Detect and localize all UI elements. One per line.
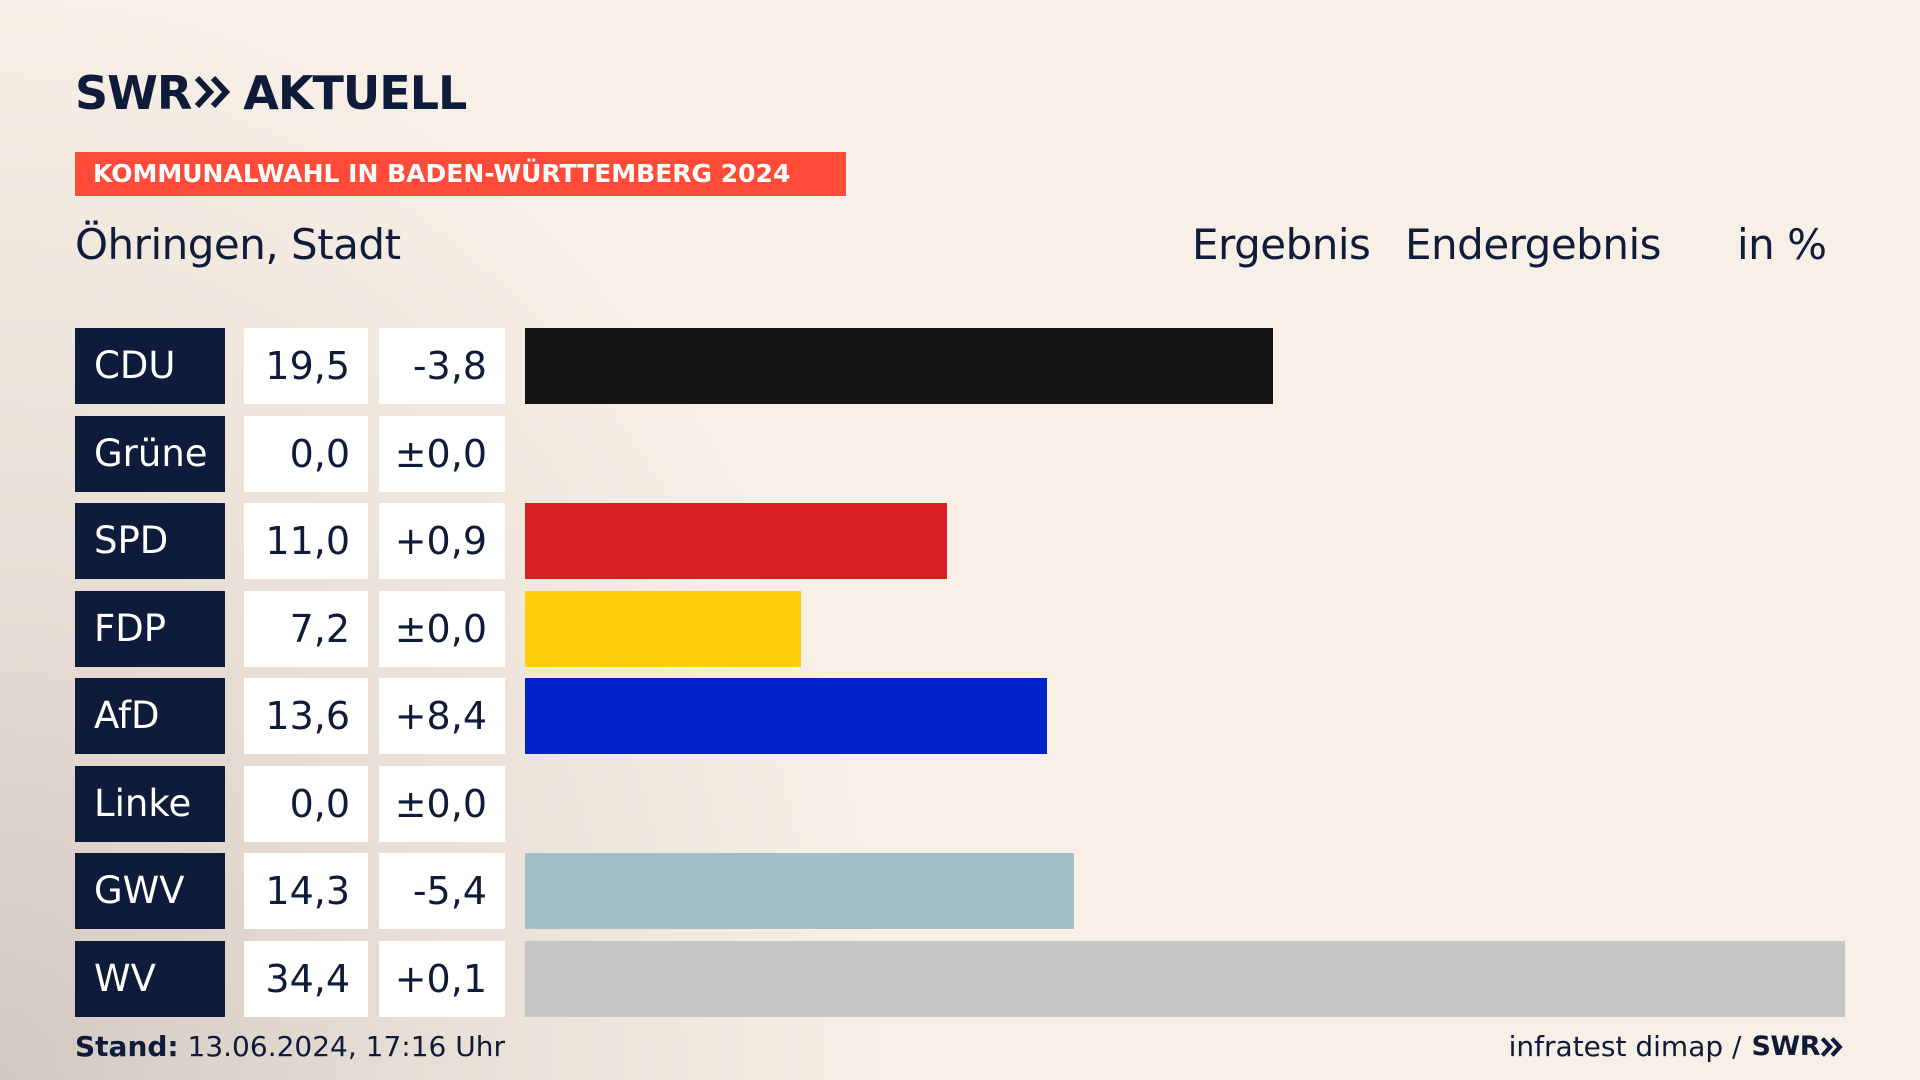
swr-small-logo: SWR xyxy=(1751,1031,1844,1062)
swr-aktuell-logo: SWR AKTUELL xyxy=(75,66,467,120)
election-banner: KOMMUNALWAHL IN BADEN-WÜRTTEMBERG 2024 xyxy=(75,152,846,196)
small-double-chevron-icon xyxy=(1820,1036,1843,1057)
change-label: ±0,0 xyxy=(379,415,505,492)
party-label: FDP xyxy=(75,590,225,667)
timestamp: Stand: 13.06.2024, 17:16 Uhr xyxy=(75,1030,505,1063)
source-text: infratest dimap / xyxy=(1508,1030,1742,1063)
change-label: +0,9 xyxy=(379,503,505,579)
change-label: +8,4 xyxy=(379,678,505,754)
stand-value: 13.06.2024, 17:16 Uhr xyxy=(187,1030,505,1063)
party-label: CDU xyxy=(75,328,225,404)
vote-share-label: 0,0 xyxy=(244,415,368,492)
unit-label: in % xyxy=(1737,220,1827,269)
result-label: Ergebnis xyxy=(1192,220,1371,269)
change-label: +0,1 xyxy=(379,940,505,1017)
vote-share-label: 13,6 xyxy=(244,678,368,754)
change-label: -3,8 xyxy=(379,328,505,404)
vote-share-label: 7,2 xyxy=(244,590,368,667)
change-label: ±0,0 xyxy=(379,765,505,842)
place-title: Öhringen, Stadt xyxy=(75,220,401,269)
vote-share-label: 14,3 xyxy=(244,853,368,929)
party-label: Linke xyxy=(75,765,225,842)
change-label: ±0,0 xyxy=(379,590,505,667)
party-label: SPD xyxy=(75,503,225,579)
vote-share-label: 19,5 xyxy=(244,328,368,404)
party-label: WV xyxy=(75,940,225,1017)
vote-share-label: 34,4 xyxy=(244,940,368,1017)
logo-aktuell-text: AKTUELL xyxy=(243,66,467,120)
source-brand: SWR xyxy=(1751,1031,1820,1062)
result-bar xyxy=(525,678,1047,754)
vote-share-label: 11,0 xyxy=(244,503,368,579)
result-bar xyxy=(525,328,1273,404)
party-label: GWV xyxy=(75,853,225,929)
result-status: Endergebnis xyxy=(1405,220,1662,269)
result-bar xyxy=(525,503,947,579)
logo-swr-text: SWR xyxy=(75,66,192,120)
source-credit: infratest dimap / SWR xyxy=(1509,1030,1844,1063)
result-bar xyxy=(525,940,1845,1017)
party-label: Grüne xyxy=(75,415,225,492)
double-chevron-icon xyxy=(193,66,233,120)
change-label: -5,4 xyxy=(379,853,505,929)
vote-share-label: 0,0 xyxy=(244,765,368,842)
stand-label: Stand: xyxy=(75,1030,179,1063)
result-bar xyxy=(525,853,1074,929)
party-label: AfD xyxy=(75,678,225,754)
result-bar xyxy=(525,590,801,667)
